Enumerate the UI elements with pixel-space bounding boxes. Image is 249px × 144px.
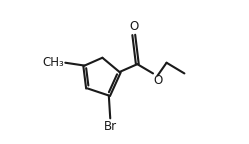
Text: O: O: [153, 74, 163, 87]
Text: Br: Br: [104, 120, 117, 133]
Text: O: O: [129, 20, 138, 33]
Text: CH₃: CH₃: [43, 56, 64, 69]
